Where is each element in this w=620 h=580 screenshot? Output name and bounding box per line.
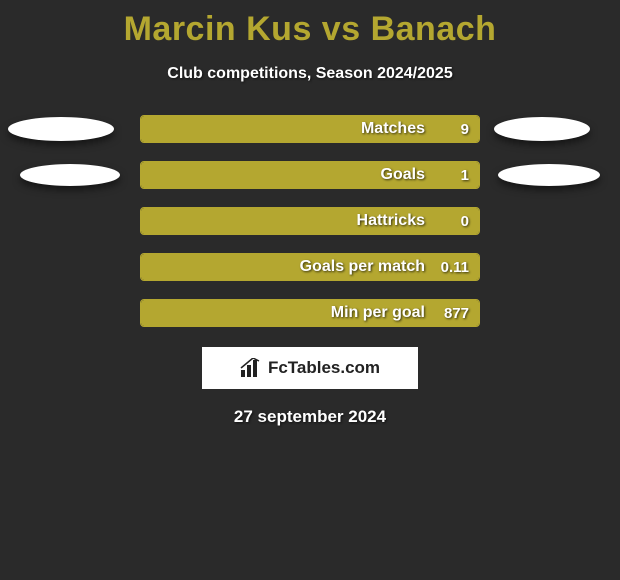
logo-box: FcTables.com xyxy=(202,347,418,389)
stat-row-hattricks: Hattricks 0 xyxy=(0,207,620,237)
stat-row-gpm: Goals per match 0.11 xyxy=(0,253,620,283)
page-title: Marcin Kus vs Banach xyxy=(0,0,620,49)
stat-row-goals: Goals 1 xyxy=(0,161,620,191)
stat-label: Goals xyxy=(141,162,431,188)
stat-bar: Matches 9 xyxy=(140,115,480,143)
left-ellipse xyxy=(8,117,114,141)
left-ellipse xyxy=(20,164,120,186)
stat-label: Hattricks xyxy=(141,208,431,234)
stat-label: Matches xyxy=(141,116,431,142)
right-ellipse xyxy=(494,117,590,141)
right-ellipse xyxy=(498,164,600,186)
stat-bar: Min per goal 877 xyxy=(140,299,480,327)
date-text: 27 september 2024 xyxy=(0,407,620,427)
stat-value: 9 xyxy=(461,116,469,142)
stat-bar: Hattricks 0 xyxy=(140,207,480,235)
stat-bar: Goals per match 0.11 xyxy=(140,253,480,281)
stats-container: Matches 9 Goals 1 Hattricks 0 Goals per … xyxy=(0,115,620,329)
logo: FcTables.com xyxy=(240,358,380,378)
stat-label: Min per goal xyxy=(141,300,431,326)
stat-value: 1 xyxy=(461,162,469,188)
stat-value: 0.11 xyxy=(441,254,469,280)
stat-bar: Goals 1 xyxy=(140,161,480,189)
stat-row-matches: Matches 9 xyxy=(0,115,620,145)
stat-value: 877 xyxy=(444,300,469,326)
bar-chart-icon xyxy=(240,358,262,378)
stat-row-mpg: Min per goal 877 xyxy=(0,299,620,329)
stat-value: 0 xyxy=(461,208,469,234)
logo-text: FcTables.com xyxy=(268,358,380,378)
stat-label: Goals per match xyxy=(141,254,431,280)
page-subtitle: Club competitions, Season 2024/2025 xyxy=(0,65,620,83)
